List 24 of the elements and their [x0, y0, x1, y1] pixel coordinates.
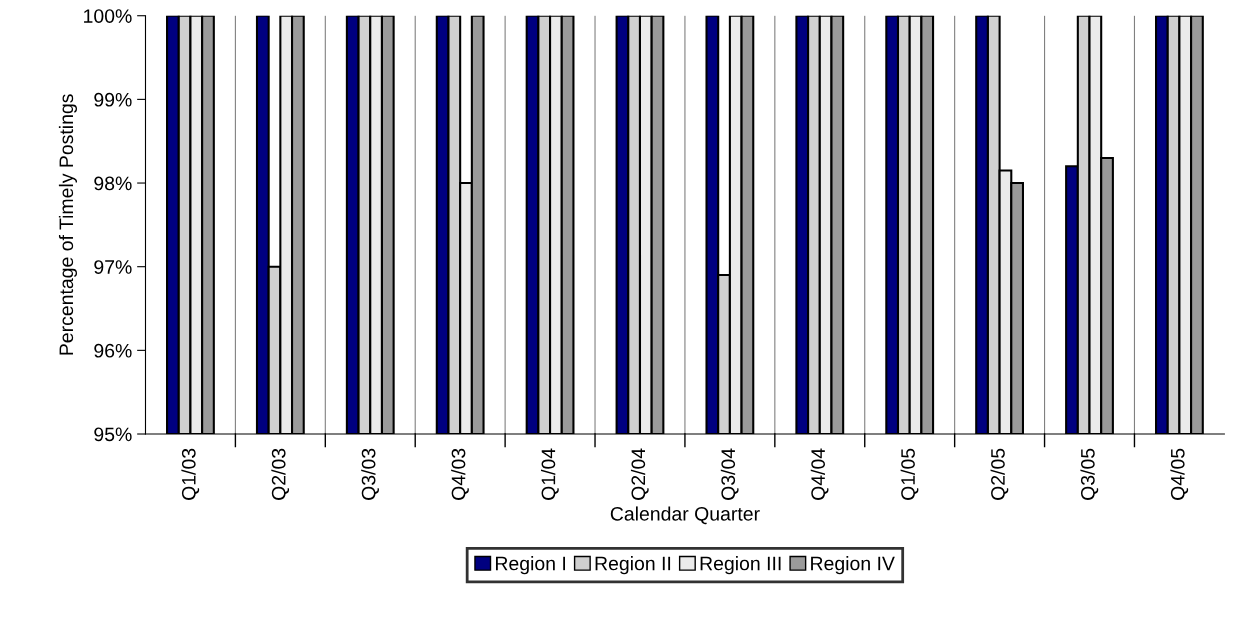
x-tick-label: Q4/03 [451, 448, 469, 500]
x-tick-label: Q1/05 [900, 448, 919, 500]
legend-label: Region IV [811, 556, 895, 575]
x-tick-label: Q1/03 [181, 448, 200, 500]
y-tick-label: 95% [94, 427, 132, 442]
x-tick-label: Q1/04 [541, 448, 559, 500]
y-tick-label: 98% [94, 176, 132, 191]
x-axis-title: Calendar Quarter [610, 506, 760, 525]
x-tick-label: Q3/05 [1080, 448, 1099, 500]
x-tick-label: Q4/05 [1170, 448, 1189, 500]
x-tick-label: Q2/05 [990, 448, 1009, 500]
y-axis-title: Percentage of Timely Postings [58, 94, 78, 355]
y-tick-label: 100% [84, 9, 132, 23]
x-tick-label: Q3/03 [361, 448, 379, 500]
x-tick-label: Q2/04 [630, 448, 649, 500]
legend-label: Region I [495, 556, 566, 575]
y-tick-label: 99% [94, 92, 132, 107]
legend-label: Region III [700, 556, 781, 575]
y-tick-label: 97% [94, 260, 132, 274]
y-tick-label: 96% [94, 343, 132, 358]
legend-label: Region II [595, 556, 671, 575]
x-tick-label: Q4/04 [810, 448, 829, 500]
x-tick-label: Q2/03 [271, 448, 290, 500]
x-tick-label: Q3/04 [720, 448, 739, 500]
